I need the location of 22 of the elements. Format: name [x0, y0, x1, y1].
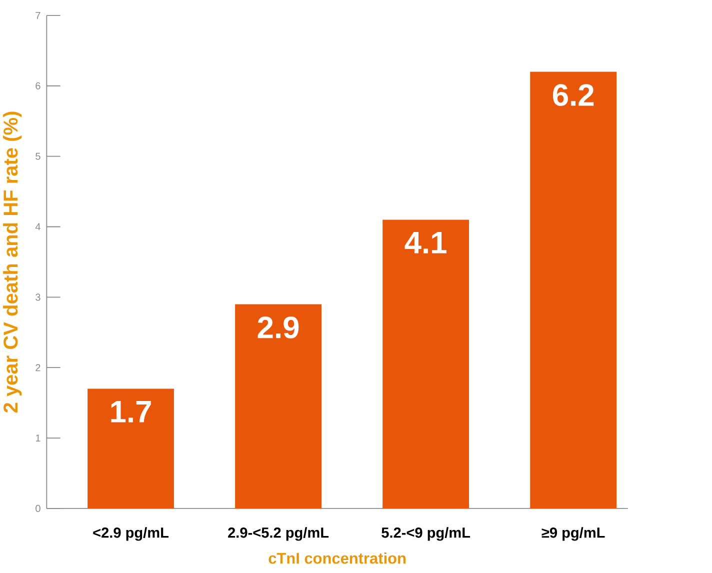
bar: [88, 388, 174, 508]
data-label: 1.7: [111, 401, 151, 422]
bar: [382, 220, 470, 508]
data-label: 4.1: [404, 232, 446, 254]
y-tick-label: 2: [36, 364, 40, 372]
x-tick-label: 5.2-<9 pg/mL: [382, 527, 470, 541]
x-tick-label: <2.9 pg/mL: [93, 527, 169, 541]
x-axis-title: cTnI concentration: [268, 552, 406, 564]
bar: [530, 72, 617, 508]
y-tick-label: 7: [36, 12, 40, 19]
y-tick-label: 3: [36, 294, 40, 301]
y-tick-label: 0: [36, 504, 40, 512]
x-tick-label: ≥9 pg/mL: [542, 527, 605, 541]
bar: [235, 304, 322, 508]
y-axis-title: 2 year CV death and HF rate (%): [3, 112, 22, 412]
y-tick-label: 1: [36, 434, 40, 442]
y-tick-label: 4: [35, 223, 40, 230]
data-label: 6.2: [552, 84, 594, 106]
data-label: 2.9: [258, 316, 299, 338]
y-tick-label: 6: [36, 82, 40, 90]
x-tick-label: 2.9-<5.2 pg/mL: [228, 527, 329, 541]
y-tick-label: 5: [36, 152, 40, 160]
